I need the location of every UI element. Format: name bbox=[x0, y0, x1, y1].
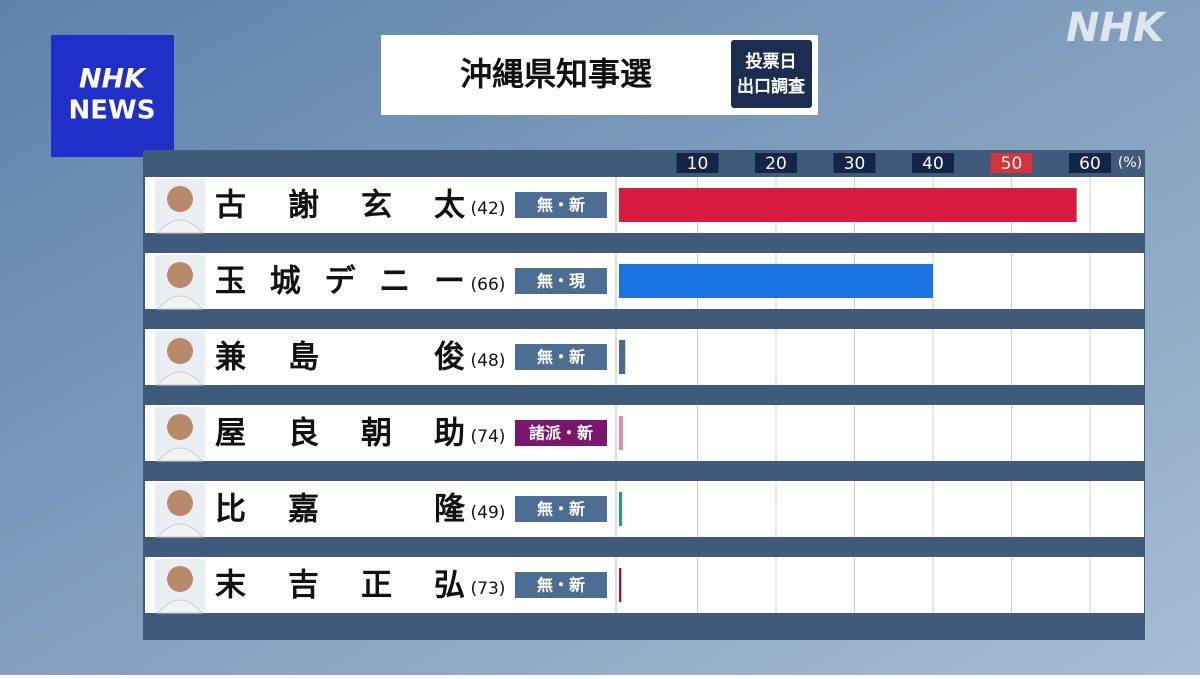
row bbox=[145, 405, 1144, 461]
badge-text: 投票日 bbox=[746, 51, 797, 72]
candidate-age: (49) bbox=[471, 503, 506, 523]
photo-body bbox=[156, 371, 204, 386]
watermark: NHK bbox=[1066, 5, 1167, 51]
candidate-age: (66) bbox=[471, 275, 506, 295]
x-tick-label: 10 bbox=[687, 154, 709, 174]
candidate-age: (48) bbox=[471, 351, 506, 371]
x-tick-box bbox=[755, 153, 797, 173]
party-label: 無・新 bbox=[537, 576, 585, 595]
x-tick-box bbox=[990, 153, 1033, 173]
party-label: 無・新 bbox=[537, 196, 585, 215]
row bbox=[145, 329, 1144, 385]
party-label: 無・新 bbox=[537, 500, 585, 519]
x-tick-label: 30 bbox=[844, 154, 866, 174]
party-badge bbox=[515, 572, 607, 598]
badge-text: 出口調査 bbox=[737, 76, 806, 97]
bar bbox=[619, 264, 933, 298]
photo-face bbox=[167, 414, 193, 440]
photo-face bbox=[167, 338, 193, 364]
photo-face bbox=[167, 490, 193, 516]
x-tick-box bbox=[833, 153, 876, 173]
bar bbox=[619, 568, 622, 602]
party-badge bbox=[515, 344, 607, 370]
badge bbox=[731, 40, 812, 108]
x-tick-box bbox=[912, 153, 954, 173]
bar bbox=[619, 492, 623, 526]
bar bbox=[619, 416, 623, 450]
party-badge bbox=[515, 420, 607, 446]
photo-body bbox=[156, 599, 204, 614]
party-badge bbox=[515, 192, 607, 218]
candidate-age: (73) bbox=[471, 579, 506, 599]
x-unit: (%) bbox=[1118, 155, 1142, 171]
photo-body bbox=[156, 219, 204, 234]
photo-face bbox=[167, 186, 193, 212]
row bbox=[145, 481, 1144, 537]
photo-body bbox=[156, 523, 204, 538]
photo-face bbox=[167, 566, 193, 592]
photo-face bbox=[167, 262, 193, 288]
x-tick-label: 20 bbox=[765, 154, 787, 174]
photo-body bbox=[156, 295, 204, 310]
bar bbox=[619, 188, 1077, 222]
x-tick-label: 50 bbox=[1001, 154, 1023, 174]
x-tick-box bbox=[676, 153, 719, 173]
party-badge bbox=[515, 268, 607, 294]
photo-body bbox=[156, 447, 204, 462]
party-badge bbox=[515, 496, 607, 522]
logo-text: NEWS bbox=[69, 96, 156, 126]
party-label: 諸派・新 bbox=[529, 424, 593, 443]
row bbox=[145, 557, 1144, 613]
party-label: 無・現 bbox=[537, 272, 585, 291]
party-label: 無・新 bbox=[537, 348, 585, 367]
x-tick-label: 40 bbox=[922, 154, 944, 174]
candidate-age: (74) bbox=[471, 427, 506, 447]
logo-box bbox=[51, 35, 174, 157]
logo-text: NHK bbox=[79, 64, 147, 95]
x-tick-label: 60 bbox=[1079, 154, 1101, 174]
chart-title: 沖縄県知事選 bbox=[460, 55, 652, 93]
candidate-age: (42) bbox=[471, 199, 506, 219]
x-tick-box bbox=[1069, 153, 1111, 173]
bar bbox=[619, 340, 626, 374]
